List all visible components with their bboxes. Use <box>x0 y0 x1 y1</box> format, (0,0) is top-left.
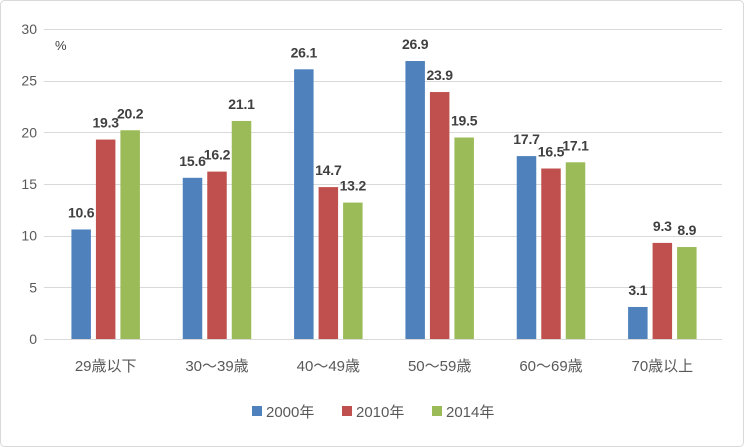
data-label-series-3-cat-5: 17.1 <box>562 137 589 153</box>
y-axis-unit-label: % <box>55 38 67 53</box>
legend-label-2: 2010年 <box>356 404 404 421</box>
bar-series-2-cat-1 <box>95 139 116 339</box>
bar-series-1-cat-6 <box>628 306 648 339</box>
legend-swatch-2 <box>342 406 352 416</box>
data-label-series-1-cat-1: 10.6 <box>68 204 95 220</box>
y-axis-tick-labels: 0 5 10 15 20 25 30 <box>21 21 37 347</box>
bar-series-2-cat-4 <box>429 92 450 340</box>
data-label-series-2-cat-3: 14.7 <box>315 162 342 178</box>
bar-series-2-cat-2 <box>207 171 227 339</box>
x-tick-label-2: 30～39歳 <box>185 358 248 375</box>
bar-series-3-cat-1 <box>120 130 140 339</box>
bar-series-2-cat-6 <box>652 242 673 339</box>
data-label-series-3-cat-3: 13.2 <box>340 178 367 194</box>
legend-swatch-1 <box>252 406 262 416</box>
legend-item-3: 2014年 <box>432 404 494 421</box>
data-label-series-3-cat-4: 19.5 <box>451 113 478 129</box>
bar-series-1-cat-3 <box>294 69 314 340</box>
data-label-series-3-cat-2: 21.1 <box>228 96 255 112</box>
data-label-series-2-cat-6: 9.3 <box>653 218 672 234</box>
data-label-series-2-cat-5: 16.5 <box>538 144 565 160</box>
x-axis-category-labels: 29歳以下 30～39歳 40～49歳 50～59歳 60～69歳 70歳以上 <box>75 358 693 375</box>
y-tick-label-6: 30 <box>21 21 37 37</box>
legend-item-1: 2000年 <box>252 404 314 421</box>
legend-item-2: 2010年 <box>342 404 404 421</box>
bar-series-3-cat-2 <box>231 120 252 339</box>
data-label-series-2-cat-4: 23.9 <box>426 67 453 83</box>
y-tick-label-0: 0 <box>29 331 37 347</box>
y-tick-label-2: 10 <box>21 228 37 244</box>
legend-label-1: 2000年 <box>266 404 314 421</box>
data-label-series-2-cat-1: 19.3 <box>92 115 119 131</box>
data-label-series-3-cat-1: 20.2 <box>117 105 144 121</box>
data-label-series-1-cat-5: 17.7 <box>513 131 540 147</box>
x-tick-label-6: 70歳以上 <box>631 358 693 375</box>
legend: 2000年 2010年 2014年 <box>252 404 494 421</box>
y-tick-label-4: 20 <box>21 124 37 140</box>
bar-series-3-cat-3 <box>343 202 363 339</box>
bar-series-1-cat-1 <box>71 229 91 339</box>
bar-series-3-cat-4 <box>454 137 474 339</box>
bar-series-1-cat-2 <box>182 177 203 339</box>
data-label-series-2-cat-2: 16.2 <box>204 147 231 163</box>
bar-series-1-cat-5 <box>516 156 537 339</box>
bar-series-1-cat-4 <box>405 61 425 340</box>
data-label-series-1-cat-6: 3.1 <box>628 282 647 298</box>
x-tick-label-3: 40～49歳 <box>297 358 360 375</box>
x-tick-label-5: 60～69歳 <box>519 358 582 375</box>
bars <box>71 61 697 340</box>
y-tick-label-1: 5 <box>29 279 37 295</box>
data-label-series-1-cat-4: 26.9 <box>402 36 429 52</box>
y-tick-label-3: 15 <box>21 176 37 192</box>
legend-swatch-3 <box>432 406 442 416</box>
bar-series-2-cat-5 <box>541 168 561 339</box>
data-labels: 10.6 15.6 26.1 26.9 17.7 3.1 19.3 16.2 14.7 23.9 1… <box>68 36 697 298</box>
legend-label-3: 2014年 <box>446 404 494 421</box>
gridlines <box>44 29 722 340</box>
bar-series-3-cat-5 <box>565 162 586 339</box>
y-tick-label-5: 25 <box>21 73 37 89</box>
data-label-series-3-cat-6: 8.9 <box>677 222 696 238</box>
x-tick-label-1: 29歳以下 <box>75 358 137 375</box>
x-tick-label-4: 50～59歳 <box>408 358 471 375</box>
bar-series-3-cat-6 <box>677 247 697 339</box>
data-label-series-1-cat-2: 15.6 <box>179 153 206 169</box>
bar-series-2-cat-3 <box>318 187 339 339</box>
data-label-series-1-cat-3: 26.1 <box>291 44 318 60</box>
